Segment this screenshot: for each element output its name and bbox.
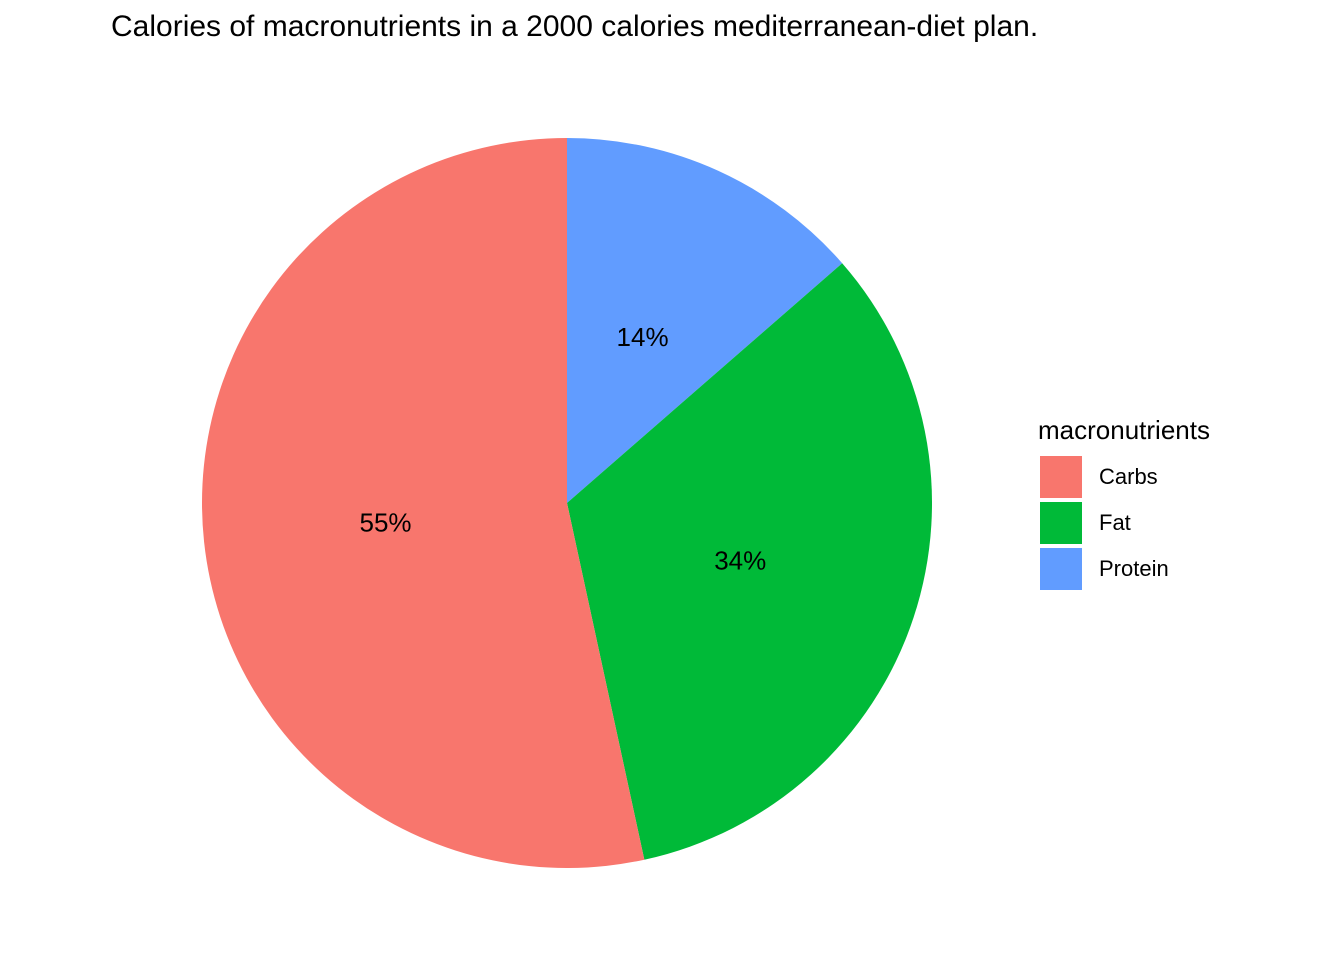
- legend-label-fat: Fat: [1099, 510, 1131, 535]
- legend-swatch-carbs: [1040, 456, 1082, 498]
- legend-title: macronutrients: [1038, 415, 1210, 445]
- slice-label-protein: 14%: [617, 322, 669, 352]
- legend-item-fat: Fat: [1038, 494, 1210, 544]
- pie-slice-carbs: [201, 138, 645, 868]
- legend-swatch-fat: [1040, 502, 1082, 544]
- chart-title: Calories of macronutrients in a 2000 cal…: [111, 10, 1039, 43]
- legend: macronutrients Carbs Fat Protein: [1038, 412, 1210, 590]
- legend-label-protein: Protein: [1099, 556, 1169, 581]
- legend-item-carbs: Carbs: [1038, 448, 1210, 498]
- legend-label-carbs: Carbs: [1099, 464, 1158, 489]
- slice-label-fat: 34%: [714, 545, 766, 575]
- legend-item-protein: Protein: [1038, 540, 1210, 590]
- slice-label-carbs: 55%: [360, 507, 412, 537]
- pie-slice-fat: [567, 263, 932, 860]
- legend-swatch-protein: [1040, 548, 1082, 590]
- pie-slice-protein: [567, 138, 843, 503]
